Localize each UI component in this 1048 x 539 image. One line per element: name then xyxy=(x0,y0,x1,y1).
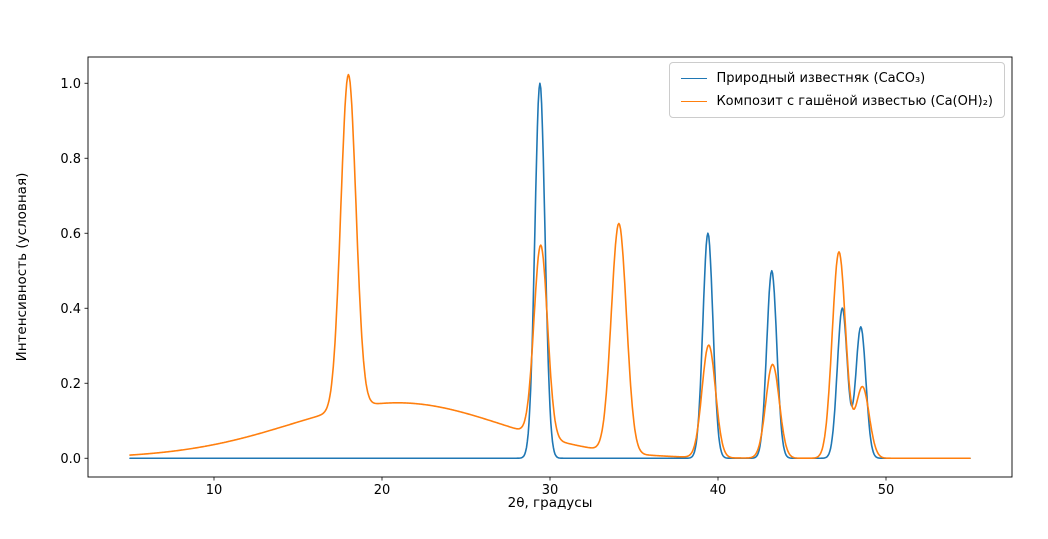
legend-line-swatch-limestone xyxy=(681,78,708,79)
legend-line-swatch-composite xyxy=(681,101,708,102)
legend-item: Природный известняк (CaCO₃) xyxy=(681,71,993,86)
y-tick-label: 0.8 xyxy=(60,152,81,167)
x-tick-label: 10 xyxy=(206,483,223,498)
legend-item: Композит с гашёной известью (Ca(OH)₂) xyxy=(681,94,993,109)
x-axis-label: 2θ, градусы xyxy=(507,495,593,511)
series-line-0 xyxy=(129,82,971,460)
y-tick-label: 1.0 xyxy=(60,77,81,92)
x-tick-label: 30 xyxy=(542,483,559,498)
series-line-1 xyxy=(129,73,971,460)
legend-label-limestone: Природный известняк (CaCO₃) xyxy=(716,71,926,86)
x-tick-label: 50 xyxy=(878,483,895,498)
legend-label-composite: Композит с гашёной известью (Ca(OH)₂) xyxy=(716,94,993,109)
y-axis-label: Интенсивность (условная) xyxy=(14,172,30,362)
y-tick-label: 0.0 xyxy=(60,452,81,467)
y-tick-label: 0.6 xyxy=(60,227,81,242)
x-tick-label: 20 xyxy=(374,483,391,498)
y-tick-label: 0.2 xyxy=(60,377,81,392)
y-tick-label: 0.4 xyxy=(60,302,81,317)
legend: Природный известняк (CaCO₃) Композит с г… xyxy=(669,62,1005,118)
x-tick-label: 40 xyxy=(710,483,727,498)
